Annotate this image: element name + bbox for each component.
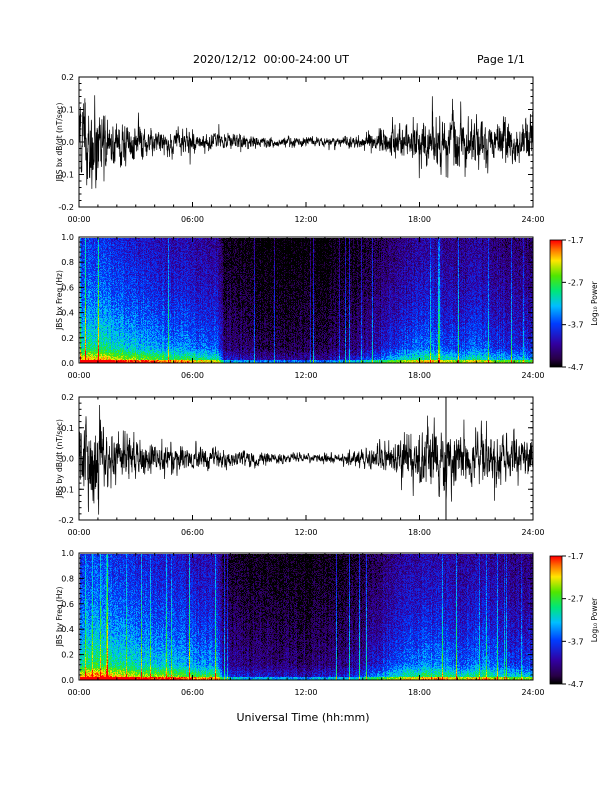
x-tick-label: 24:00 — [521, 528, 544, 537]
x-tick-label: 24:00 — [521, 371, 544, 380]
panel-2-axes — [78, 236, 534, 364]
y-tick-label: 1.0 — [61, 549, 74, 558]
y-tick-label: 0.8 — [61, 574, 74, 583]
panel-frame — [78, 236, 534, 364]
y-tick-label: 0.8 — [61, 258, 74, 267]
colorbar-label: Log₁₀ Power — [590, 597, 599, 642]
x-tick-label: 12:00 — [294, 371, 317, 380]
x-tick-label: 12:00 — [294, 215, 317, 224]
x-tick-label: 00:00 — [67, 215, 90, 224]
colorbar-frame — [549, 555, 563, 685]
colorbar-tick-label: -4.7 — [568, 680, 584, 689]
y-tick-label: -0.1 — [58, 485, 74, 494]
y-tick-label: -0.2 — [58, 203, 74, 212]
waveform-series-line — [78, 405, 534, 515]
panel-1-axes — [78, 76, 534, 208]
y-tick-label: 0.1 — [61, 106, 74, 115]
x-tick-label: 06:00 — [181, 528, 204, 537]
colorbar-tick-label: -3.7 — [568, 637, 584, 646]
y-tick-label: 0.0 — [61, 676, 74, 685]
y-tick-label: 0.6 — [61, 600, 74, 609]
panel-4-axes — [78, 552, 534, 681]
bx-colorbar-image — [550, 240, 562, 367]
x-tick-label: 18:00 — [408, 371, 431, 380]
x-tick-label: 18:00 — [408, 528, 431, 537]
x-tick-label: 00:00 — [67, 371, 90, 380]
x-tick-label: 12:00 — [294, 528, 317, 537]
by-colorbar-image — [550, 556, 562, 684]
y-tick-label: 0.4 — [61, 309, 74, 318]
y-axis-label: JBS bx dB/dt (nT/sec) — [55, 103, 64, 183]
page-title: 2020/12/12 00:00-24:00 UT — [193, 53, 350, 66]
x-tick-label: 18:00 — [408, 688, 431, 697]
y-tick-label: 0.6 — [61, 283, 74, 292]
x-axis-title: Universal Time (hh:mm) — [236, 711, 370, 724]
x-tick-label: 24:00 — [521, 215, 544, 224]
y-axis-label: JBS by Freq (Hz) — [55, 587, 64, 648]
x-tick-label: 06:00 — [181, 688, 204, 697]
y-tick-label: 0.1 — [61, 424, 74, 433]
panel-frame — [78, 552, 534, 681]
x-tick-label: 00:00 — [67, 528, 90, 537]
y-tick-label: 0.0 — [61, 359, 74, 368]
colorbar-frame — [549, 239, 563, 368]
colorbar-tick-label: -3.7 — [568, 321, 584, 330]
x-tick-label: 18:00 — [408, 215, 431, 224]
colorbar-label: Log₁₀ Power — [590, 280, 599, 325]
colorbar-tick-label: -1.7 — [568, 236, 584, 245]
y-tick-label: 0.4 — [61, 625, 74, 634]
x-axis-label-wrap: Universal Time (hh:mm) — [0, 711, 612, 724]
y-tick-label: 0.0 — [61, 455, 74, 464]
y-tick-label: -0.2 — [58, 516, 74, 525]
x-tick-label: 00:00 — [67, 688, 90, 697]
y-tick-label: 0.2 — [61, 651, 74, 660]
colorbar-tick-label: -2.7 — [568, 278, 584, 287]
by-spectrogram-image — [80, 554, 533, 680]
x-tick-label: 06:00 — [181, 215, 204, 224]
y-tick-label: -0.1 — [58, 171, 74, 180]
colorbar-tick-label: -4.7 — [568, 363, 584, 372]
colorbar-tick-label: -2.7 — [568, 595, 584, 604]
y-axis-label: JBS bx Freq (Hz) — [55, 270, 64, 331]
panel-3-axes — [78, 396, 534, 521]
y-tick-label: 0.2 — [61, 73, 74, 82]
y-tick-label: 0.0 — [61, 138, 74, 147]
waveform-series-line — [78, 95, 534, 189]
page-number: Page 1/1 — [477, 53, 525, 66]
x-tick-label: 06:00 — [181, 371, 204, 380]
y-tick-label: 1.0 — [61, 233, 74, 242]
y-tick-label: 0.2 — [61, 334, 74, 343]
x-tick-label: 12:00 — [294, 688, 317, 697]
y-tick-label: 0.2 — [61, 393, 74, 402]
colorbar-tick-label: -1.7 — [568, 552, 584, 561]
bx-spectrogram-image — [80, 238, 533, 363]
y-axis-label: JBS by dB/dt (nT/sec) — [55, 419, 64, 499]
x-tick-label: 24:00 — [521, 688, 544, 697]
